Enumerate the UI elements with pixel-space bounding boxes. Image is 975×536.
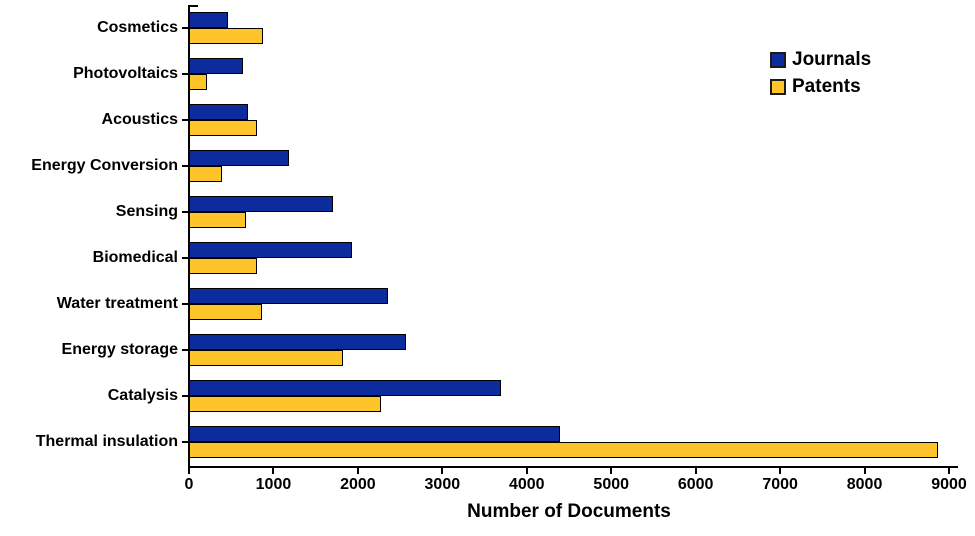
x-tick [272,468,275,474]
patents-bar [189,166,223,182]
y-tick [182,27,189,29]
patents-bar [189,442,939,458]
legend-item-journals: Journals [770,46,871,73]
journals-bar [189,288,389,304]
y-tick [182,257,189,259]
legend-label-patents: Patents [792,75,861,97]
x-tick [863,468,866,474]
category-label: Water treatment [56,295,178,312]
y-axis-top-tick [190,5,198,7]
x-tick-label: 8000 [846,476,883,493]
x-tick [356,468,359,474]
x-tick-label: 7000 [762,476,798,493]
y-axis-line [188,5,190,468]
legend: Journals Patents [770,46,871,100]
y-tick [182,303,189,305]
x-tick [188,468,190,474]
y-tick [182,165,189,167]
patents-bar [189,28,264,44]
patents-bar [189,258,258,274]
x-tick-label: 5000 [593,476,630,493]
category-label: Acoustics [101,111,178,128]
x-axis-line [188,466,958,468]
patents-bar [189,212,246,228]
patents-bar [189,74,207,90]
journals-bar [189,426,560,442]
legend-label-journals: Journals [792,48,872,70]
x-tick [610,468,613,474]
category-label: Cosmetics [97,19,178,36]
journals-bar [189,12,228,28]
x-tick [525,468,528,474]
patents-swatch-icon [770,78,786,95]
legend-item-patents: Patents [770,73,871,100]
journals-bar [189,104,249,120]
x-tick-label: 2000 [340,476,376,493]
y-tick [182,441,189,443]
x-tick-label: 0 [184,476,194,493]
category-label: Catalysis [107,387,178,404]
category-label: Biomedical [92,249,178,266]
y-tick [182,73,189,75]
y-tick [182,349,189,351]
category-label: Sensing [115,203,178,220]
category-label: Thermal insulation [35,433,178,450]
y-tick [182,395,189,397]
journals-bar [189,380,502,396]
x-tick-label: 3000 [424,476,461,493]
category-label: Photovoltaics [73,65,178,82]
x-tick-label: 1000 [255,476,292,493]
journals-bar [189,242,352,258]
y-tick [182,211,189,213]
x-tick [441,468,444,474]
x-tick-label: 9000 [931,476,967,493]
x-axis-title: Number of Documents [467,501,671,522]
x-tick [694,468,697,474]
journals-bar [189,150,290,166]
patents-bar [189,120,258,136]
x-tick-label: 6000 [677,476,714,493]
x-tick [948,468,950,474]
x-tick-label: 4000 [508,476,545,493]
y-tick [182,119,189,121]
patents-bar [189,350,343,366]
patents-bar [189,396,381,412]
journals-bar [189,334,407,350]
journals-bar [189,58,244,74]
category-label: Energy storage [61,341,178,358]
journals-swatch-icon [770,51,786,68]
patents-bar [189,304,262,320]
category-label: Energy Conversion [31,157,178,174]
x-tick [779,468,782,474]
journals-bar [189,196,333,212]
